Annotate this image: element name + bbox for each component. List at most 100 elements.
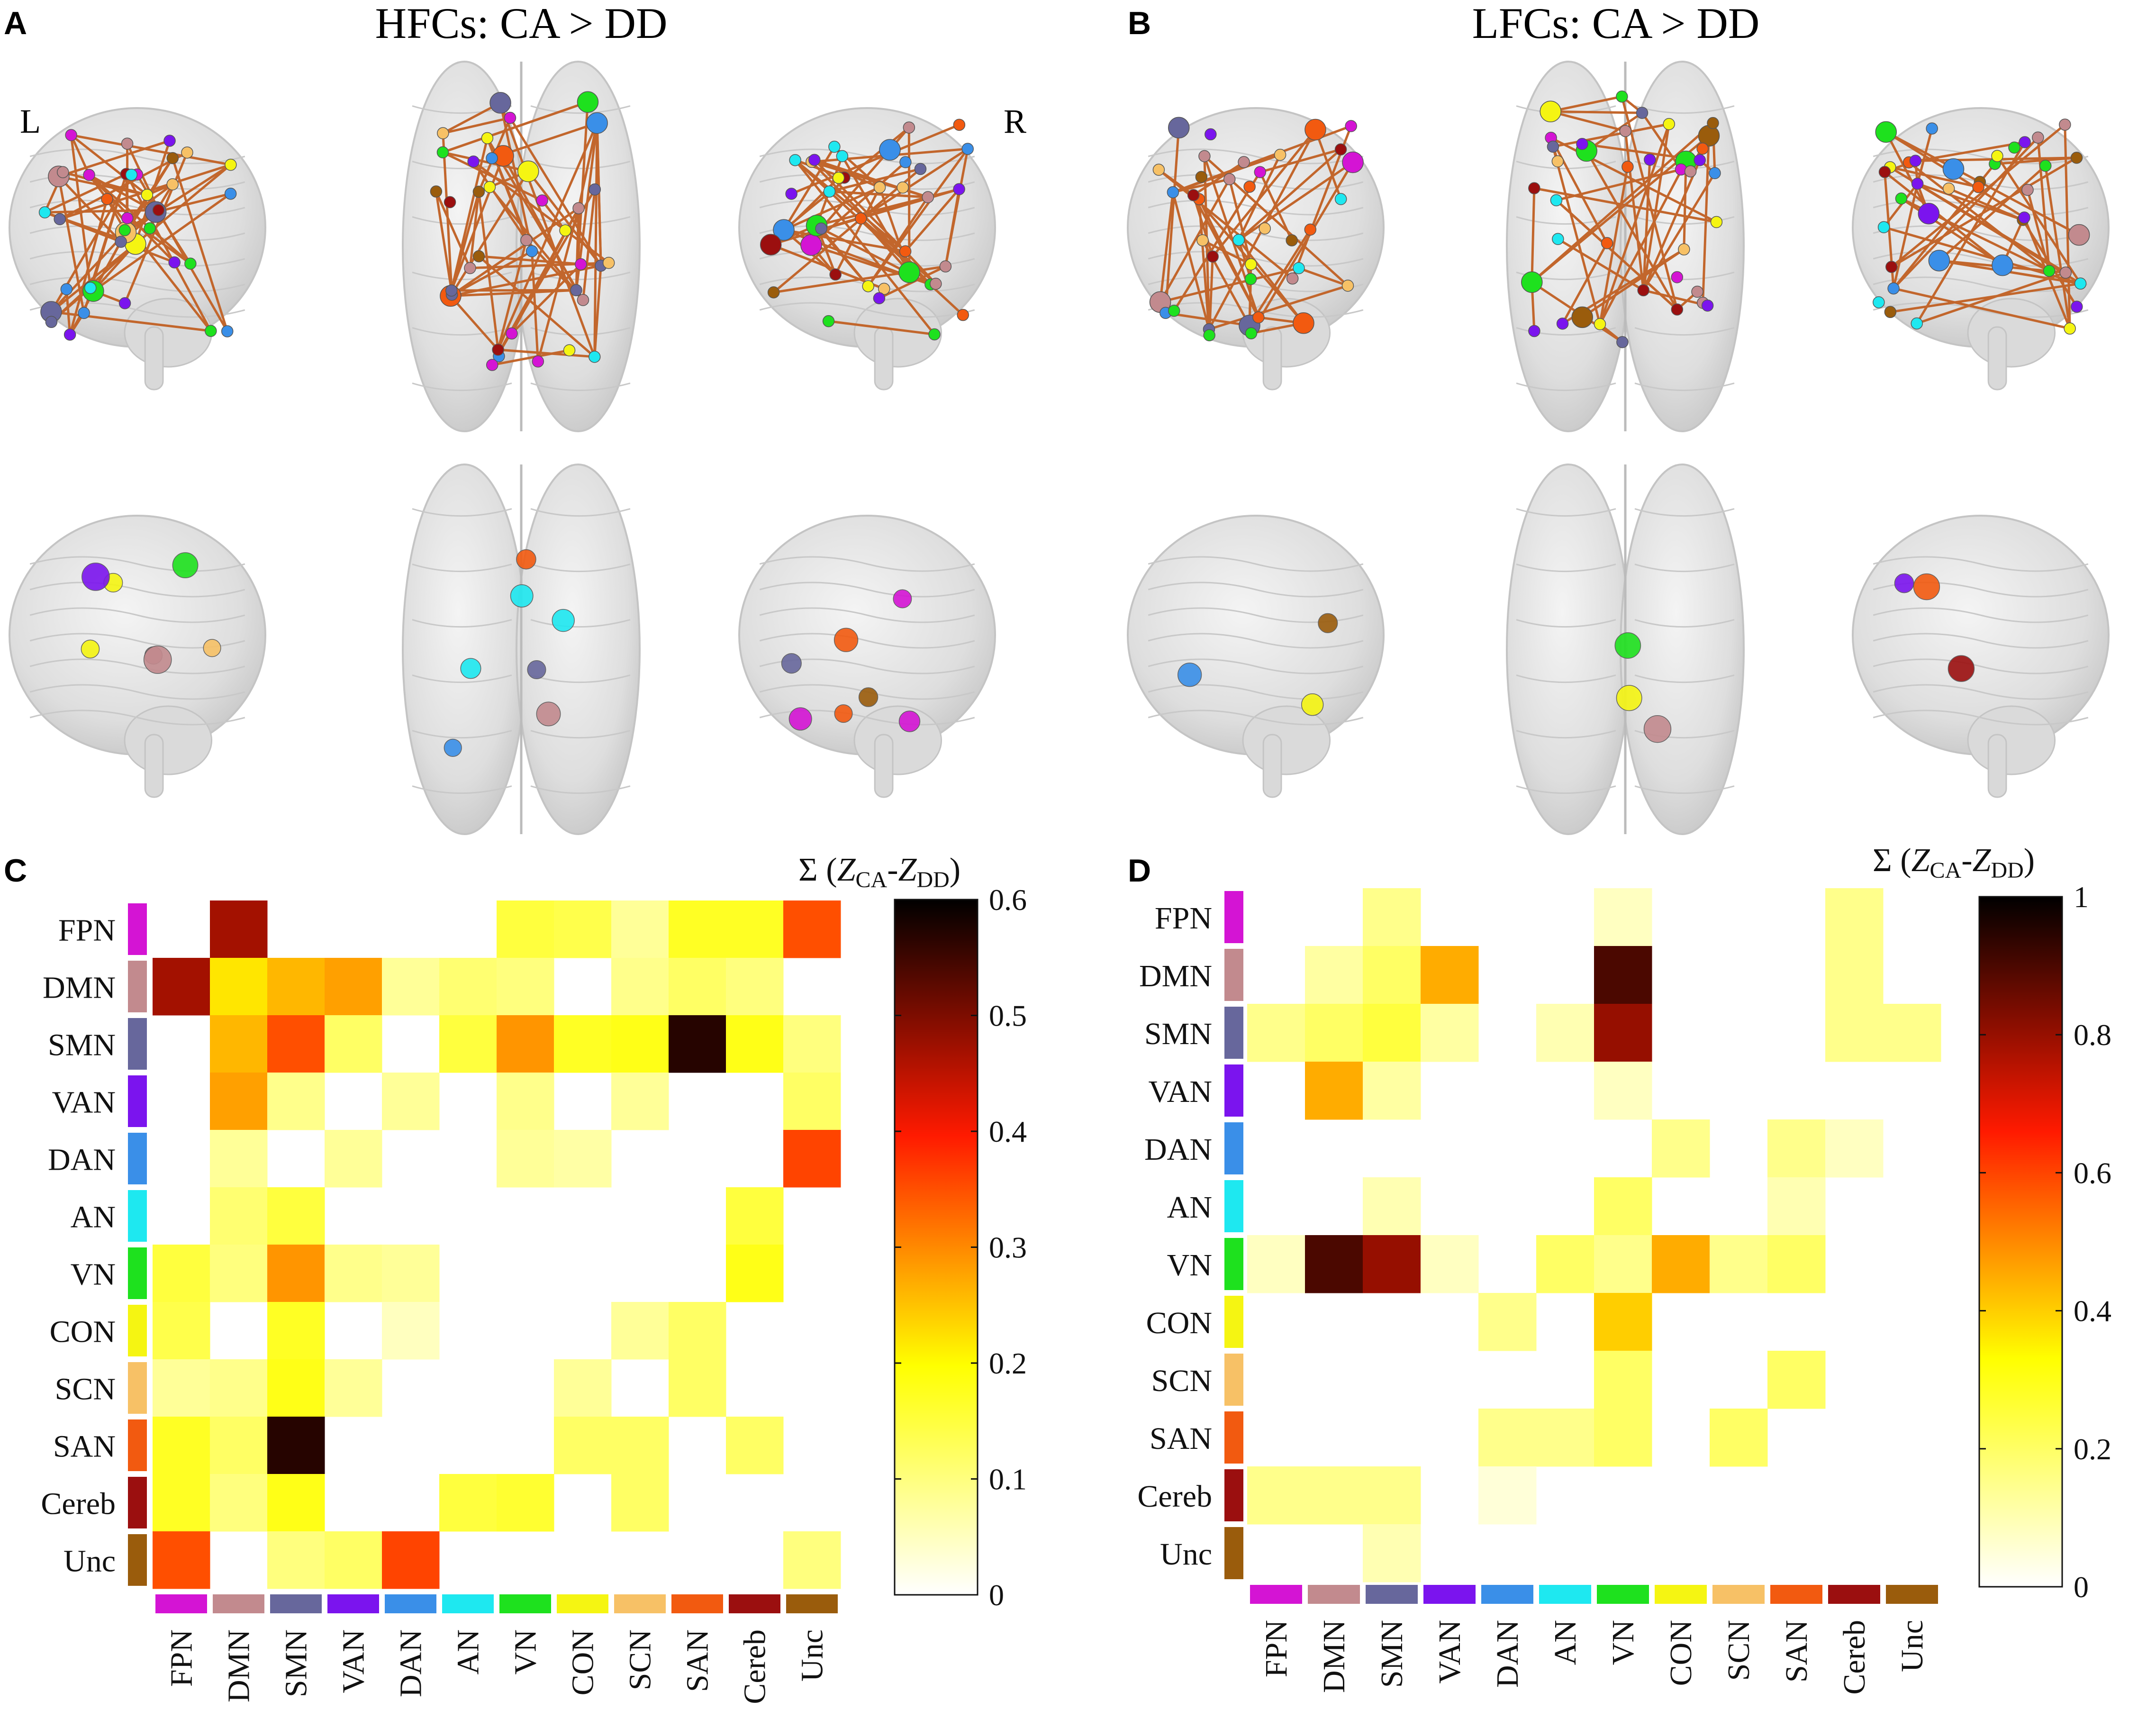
- connectivity-edge: [442, 151, 529, 173]
- cell-smn-unc: [783, 1015, 841, 1073]
- connectivity-edge: [125, 173, 212, 332]
- connectivity-edge: [1550, 110, 1642, 114]
- brain-sulcus: [1148, 174, 1364, 190]
- cell-con-fpn: [153, 1302, 210, 1360]
- connectivity-edge: [593, 123, 598, 357]
- cell-dmn-dan: [382, 958, 440, 1016]
- brain-node: [589, 183, 601, 196]
- brain-sulcus: [530, 674, 631, 683]
- brain-sulcus: [1634, 508, 1735, 517]
- brain-node: [1167, 186, 1179, 199]
- colorbar-label-part: CA: [856, 867, 888, 892]
- brain-sulcus: [29, 709, 245, 726]
- brain-sulcus: [1634, 619, 1735, 628]
- brain-node: [1926, 122, 1938, 135]
- connectivity-edge: [1599, 123, 1670, 325]
- cell-vn-smn: [1363, 1235, 1421, 1293]
- connectivity-edge: [593, 265, 602, 357]
- cell-vn-dmn: [210, 1245, 268, 1302]
- brain-sulcus: [1516, 327, 1616, 336]
- brain-node: [1259, 222, 1271, 235]
- row-color-van: [1224, 1064, 1243, 1117]
- connectivity-edge: [1624, 131, 1645, 291]
- col-label-unc: Unc: [795, 1629, 830, 1682]
- brain-sulcus: [1148, 582, 1364, 598]
- brain-node: [2059, 266, 2072, 279]
- brain-sulcus: [1873, 709, 2089, 726]
- row-color-vn: [1224, 1238, 1243, 1290]
- hub-node: [510, 584, 534, 608]
- brain-node: [445, 284, 458, 297]
- brain-node: [1918, 203, 1940, 225]
- connectivity-edge: [477, 191, 500, 356]
- panel-letter-c: C: [4, 853, 27, 889]
- connectivity-edge: [904, 188, 960, 252]
- connectivity-edge: [1890, 166, 1979, 189]
- brain-node: [760, 234, 782, 255]
- brain-top-row-3: [738, 107, 996, 391]
- cell-scn-vn: [1594, 1351, 1652, 1409]
- cell-cereb-an: [439, 1474, 497, 1532]
- brain-stem: [874, 734, 894, 798]
- connectivity-edge: [1909, 141, 2025, 164]
- panel-letter-d: D: [1128, 853, 1151, 889]
- brain-node: [1873, 296, 1885, 309]
- brain-node: [144, 222, 156, 235]
- cell-fpn-smn: [1363, 888, 1421, 946]
- hub-node: [858, 687, 879, 707]
- cell-cereb-dmn: [210, 1474, 268, 1532]
- connectivity-edge: [1193, 161, 1245, 196]
- col-label-con: CON: [1664, 1620, 1698, 1686]
- cell-smn-vn: [1594, 1004, 1652, 1062]
- row-color-scn: [128, 1362, 147, 1414]
- brain-sulcus: [29, 582, 245, 598]
- panel-letter-b: B: [1128, 5, 1151, 41]
- brain-top-row-2: [402, 61, 641, 432]
- connectivity-edge: [478, 255, 596, 358]
- cell-scn-con: [554, 1359, 612, 1417]
- cell-dan-cereb: [1825, 1119, 1884, 1178]
- cell-vn-fpn: [153, 1245, 210, 1302]
- cell-unc-dan: [382, 1531, 440, 1589]
- connectivity-edge: [814, 159, 906, 253]
- cell-an-san: [1767, 1177, 1826, 1236]
- cell-san-cereb: [726, 1417, 784, 1474]
- col-label-vn: VN: [1606, 1620, 1640, 1665]
- brain-sulcus: [1873, 251, 2089, 267]
- brain-node: [2059, 118, 2071, 131]
- connectivity-edge: [1165, 311, 1250, 327]
- hemisphere-left-label: L: [20, 102, 41, 140]
- col-label-scn: SCN: [1721, 1620, 1756, 1681]
- cell-con-san: [669, 1302, 726, 1360]
- brain-sulcus: [1873, 302, 2089, 318]
- brain-node: [118, 297, 131, 309]
- cell-scn-van: [325, 1359, 382, 1417]
- brain-node: [481, 132, 494, 145]
- hub-node: [1318, 613, 1338, 633]
- connectivity-edge: [2021, 219, 2078, 308]
- brain-node: [1334, 193, 1347, 205]
- cell-fpn-vn: [1594, 888, 1652, 946]
- brain-node: [1556, 318, 1569, 330]
- brain-node: [224, 187, 237, 200]
- cell-smn-van: [1421, 1004, 1479, 1062]
- brain-node: [832, 172, 845, 184]
- cell-smn-unc: [1883, 1004, 1941, 1062]
- cell-vn-fpn: [1247, 1235, 1305, 1293]
- connectivity-edge: [1164, 127, 1180, 313]
- brain-node: [898, 261, 920, 283]
- brain-node: [1243, 181, 1256, 193]
- brain-node: [1895, 192, 1908, 205]
- colorbar-tick-label: 0: [2074, 1570, 2089, 1604]
- cell-cereb-smn: [1363, 1466, 1421, 1525]
- brain-node: [572, 202, 585, 215]
- connectivity-edge: [70, 135, 92, 288]
- connectivity-edge: [1531, 188, 1536, 282]
- brain-sulcus: [1148, 709, 1364, 726]
- brain-sulcus: [412, 674, 512, 683]
- brain-left-hemisphere: [1506, 464, 1631, 835]
- cell-unc-unc: [783, 1531, 841, 1589]
- brain-node: [961, 143, 974, 155]
- col-color-unc: [786, 1594, 838, 1613]
- brain-left-hemisphere: [402, 464, 527, 835]
